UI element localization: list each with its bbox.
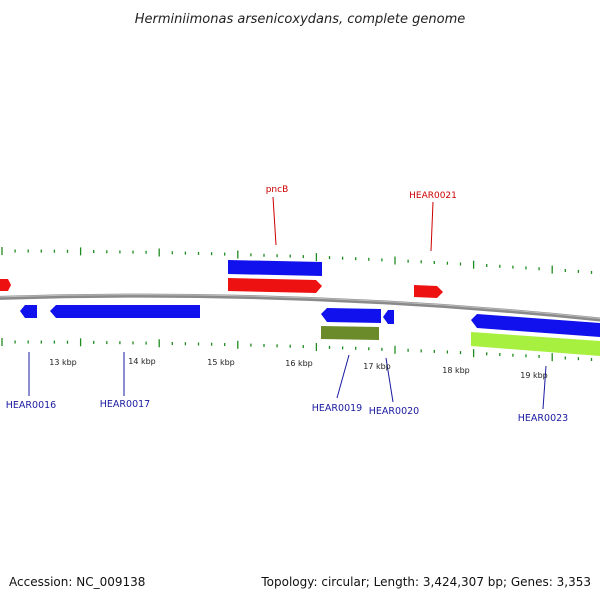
tick-label-16kbp: 16 kbp [285,359,313,368]
gene-arrow-HEAR0023[interactable] [471,314,600,337]
gene-arrow-blue-upper[interactable] [228,260,322,276]
gene-label-HEAR0016[interactable]: HEAR0016 [6,400,56,411]
upper-tick-track [1,247,593,274]
genome-summary-text: Topology: circular; Length: 3,424,307 bp… [260,575,591,589]
gene-arrow-red-HEAR0021[interactable] [414,285,443,298]
gene-label-HEAR0023[interactable]: HEAR0023 [518,413,568,424]
gene-arrow-HEAR0019[interactable] [321,308,381,323]
label-leaders [28,196,547,410]
tick-label-13kbp: 13 kbp [49,358,77,367]
gene-label-HEAR0021[interactable]: HEAR0021 [409,191,457,201]
gene-arrow-red-left-edge[interactable] [0,279,11,291]
tick-label-14kbp: 14 kbp [128,357,156,366]
gene-arrow-HEAR0017[interactable] [50,305,200,318]
lower-tick-track [1,338,593,362]
accession-text: Accession: NC_009138 [9,575,145,589]
tick-label-15kbp: 15 kbp [207,358,235,367]
forward-strand-genes [0,260,443,298]
tick-label-19kbp: 19 kbp [520,371,548,380]
gene-arrow-lime[interactable] [471,332,600,356]
gene-label-HEAR0020[interactable]: HEAR0020 [369,406,419,417]
gene-arrow-HEAR0020[interactable] [383,310,394,324]
gene-label-HEAR0017[interactable]: HEAR0017 [100,399,150,410]
gene-label-pncB[interactable]: pncB [266,185,289,195]
gene-arrow-HEAR0016[interactable] [20,305,37,318]
genome-backbone-highlight [0,294,600,319]
genome-backbone [0,293,600,322]
reverse-strand-genes [20,305,600,356]
tick-label-17kbp: 17 kbp [363,362,391,371]
gene-arrow-red-pncB[interactable] [228,278,322,293]
map-title: Herminiimonas arsenicoxydans, complete g… [135,12,465,27]
gene-label-HEAR0019[interactable]: HEAR0019 [312,403,362,414]
tick-label-18kbp: 18 kbp [442,366,470,375]
gene-arrow-olive[interactable] [321,326,379,340]
